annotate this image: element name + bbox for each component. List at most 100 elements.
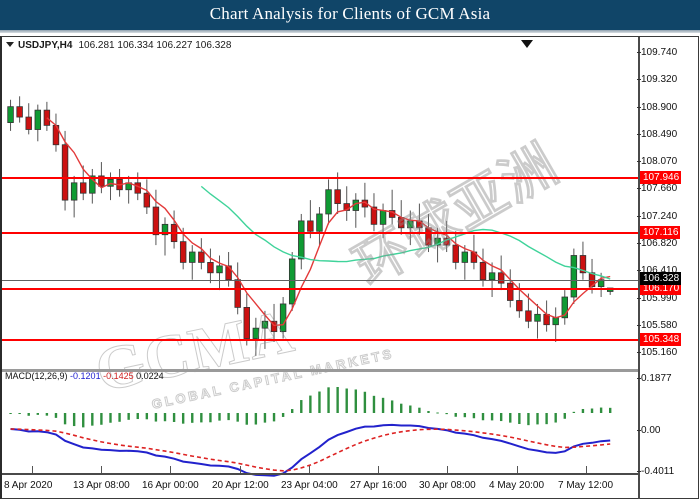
current-price-label[interactable]: 106.328 [640, 272, 682, 285]
candle [61, 130, 69, 211]
macd-histogram-bar [436, 412, 439, 414]
candle [343, 186, 350, 221]
macd-histogram-bar [100, 413, 103, 425]
price-level-label[interactable]: 105.348 [640, 333, 682, 346]
macd-histogram-bar [309, 395, 312, 413]
candle [534, 303, 541, 339]
price-level-label[interactable]: 107.116 [640, 226, 681, 239]
macd-histogram-bar [245, 413, 248, 425]
macd-histogram-bar [236, 413, 239, 422]
candle [80, 165, 87, 201]
macd-histogram-bar [381, 397, 385, 413]
macd-histogram-bar [590, 408, 594, 413]
macd-histogram-bar [9, 413, 12, 414]
price-candles [7, 96, 614, 477]
candle [316, 207, 323, 246]
candle [189, 245, 196, 280]
macd-histogram-bar [418, 407, 421, 413]
date-tick-mark [170, 466, 171, 473]
macd-histogram-bar [509, 413, 512, 423]
macd-histogram-bar [227, 413, 230, 421]
date-tick-label: 23 Apr 04:00 [281, 480, 338, 491]
macd-histogram-bar [472, 413, 476, 419]
macd-histogram-bar [499, 413, 503, 422]
level-line-107946[interactable] [2, 177, 638, 179]
date-tick-label: 30 Apr 08:00 [419, 480, 476, 491]
macd-histogram-bar [181, 413, 185, 424]
macd-histogram-bar [27, 413, 30, 416]
macd-axis-tick: -0.4011 [637, 466, 674, 477]
candle [334, 172, 341, 214]
level-line-106170[interactable] [2, 288, 638, 290]
candle [252, 317, 260, 356]
title-bar: Chart Analysis for Clients of GCM Asia [0, 0, 700, 33]
level-line-105348[interactable] [2, 339, 638, 341]
macd-histogram-bar [209, 413, 212, 423]
price-tick-label: 106.820 [641, 238, 678, 249]
caret-down-icon[interactable] [6, 41, 14, 47]
candle [261, 310, 269, 349]
candle [543, 300, 550, 332]
candle [34, 104, 42, 142]
price-tick: 109.740 [637, 47, 678, 58]
macd-histogram-bar [572, 411, 576, 413]
candle [525, 293, 532, 329]
macd-histogram-bar [109, 413, 112, 423]
price-tick-label: 105.580 [641, 320, 678, 331]
price-level-label[interactable]: 107.946 [640, 171, 682, 184]
price-level-label[interactable]: 106.170 [640, 282, 682, 295]
candle [16, 96, 23, 123]
macd-histogram-bar [363, 391, 367, 413]
symbol-info-bar[interactable]: USDJPY,H4 106.281 106.334 106.227 106.328 [6, 40, 231, 51]
candle [161, 217, 169, 256]
macd-histogram-bar [82, 413, 85, 428]
candle [325, 179, 332, 225]
macd-histogram-bar [300, 400, 303, 413]
price-tick: 108.900 [637, 102, 678, 113]
macd-histogram-bar [481, 413, 485, 421]
macd-indicator-label[interactable]: MACD(12,26,9) -0.1201 -0.1425 0.0224 [5, 371, 164, 381]
price-tick: 105.990 [637, 293, 677, 304]
macd-histogram-bar [54, 413, 58, 418]
price-tick: 109.320 [637, 74, 678, 85]
macd-histogram-bar [599, 407, 603, 413]
price-tick-label: 109.320 [641, 74, 678, 85]
macd-histogram-bar [45, 413, 49, 416]
symbol-label: USDJPY,H4 [18, 40, 73, 51]
macd-axis-label: 0.00 [641, 425, 661, 436]
price-tick: 106.410 [637, 265, 677, 276]
macd-histogram-bar [545, 413, 548, 425]
date-tick-label: 27 Apr 16:00 [350, 480, 407, 491]
macd-line [10, 423, 611, 477]
candle [570, 248, 578, 304]
macd-hist-value: 0.0224 [136, 371, 164, 381]
level-line-107116[interactable] [2, 232, 638, 234]
macd-histogram-bar [390, 400, 394, 413]
macd-histogram-bar [191, 413, 194, 423]
macd-histogram-bar [427, 410, 430, 413]
macd-histogram-bar [36, 413, 39, 415]
plot-area[interactable]: GCMA GLOBAL CAPITAL MARKETS 环球亚洲 [2, 37, 638, 499]
price-tick: 106.820 [637, 238, 678, 249]
date-tick-mark [378, 466, 379, 473]
moving-average-line [200, 185, 611, 280]
date-tick-label: 4 May 20:00 [489, 480, 545, 491]
macd-histogram-bar [263, 413, 267, 423]
candle [561, 290, 568, 325]
candle [497, 255, 505, 291]
price-tick-label: 109.740 [641, 47, 678, 58]
date-tick-mark [447, 466, 448, 473]
macd-histogram-bar [163, 413, 167, 422]
macd-histogram-bar [318, 391, 321, 413]
price-tick-label: 105.160 [641, 347, 678, 358]
price-tick: 107.240 [637, 211, 678, 222]
price-tick-label: 108.900 [641, 102, 678, 113]
date-tick-label: 13 Apr 08:00 [73, 480, 130, 491]
macd-histogram-bar [127, 413, 130, 420]
candle [43, 101, 51, 131]
macd-histogram-bar [554, 413, 557, 423]
price-tick-label: 107.660 [641, 183, 678, 194]
date-tick-mark [309, 466, 310, 473]
macd-histogram-bar [581, 408, 585, 413]
price-tick-label: 107.240 [641, 211, 678, 222]
